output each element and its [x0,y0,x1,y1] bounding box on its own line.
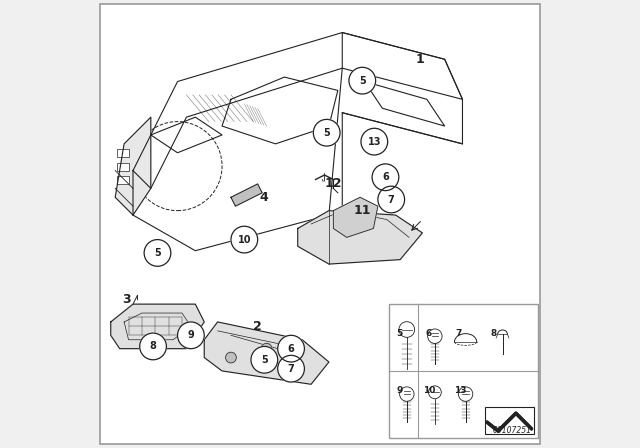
Text: 7: 7 [455,328,461,337]
Text: 13: 13 [367,137,381,146]
Circle shape [399,387,414,401]
Text: 6: 6 [288,344,294,353]
FancyBboxPatch shape [117,149,129,157]
Text: 7: 7 [388,194,395,205]
Text: 9: 9 [397,387,403,396]
Text: 12: 12 [324,177,342,190]
Text: 5: 5 [359,76,365,86]
Circle shape [144,240,171,266]
Circle shape [314,119,340,146]
FancyBboxPatch shape [100,4,540,444]
FancyBboxPatch shape [389,304,538,438]
Circle shape [278,355,305,382]
Text: 13: 13 [454,387,466,396]
Circle shape [251,346,278,373]
Text: 5: 5 [261,355,268,365]
Circle shape [378,186,404,213]
Circle shape [361,128,388,155]
Circle shape [288,352,299,363]
Text: 4: 4 [260,191,269,204]
Circle shape [349,67,376,94]
Text: 6: 6 [426,328,432,337]
Circle shape [458,387,473,401]
Circle shape [428,386,441,399]
Circle shape [278,335,305,362]
Polygon shape [298,211,422,264]
Circle shape [177,322,204,349]
Text: 2: 2 [253,320,262,333]
Text: 6: 6 [382,172,389,182]
Text: 7: 7 [288,364,294,374]
Text: 1: 1 [416,53,424,66]
Text: 5: 5 [323,128,330,138]
Circle shape [261,343,272,354]
Circle shape [428,329,442,344]
Text: 5: 5 [154,248,161,258]
Text: 5: 5 [397,328,403,337]
Polygon shape [115,117,151,215]
Text: 10: 10 [423,387,436,396]
Text: 3: 3 [122,293,131,306]
FancyBboxPatch shape [117,163,129,171]
Polygon shape [333,197,378,237]
FancyBboxPatch shape [117,176,129,184]
Circle shape [226,352,236,363]
Text: 8: 8 [150,341,156,351]
Text: 00107251: 00107251 [493,426,531,435]
Polygon shape [231,184,262,206]
Circle shape [372,164,399,190]
Circle shape [399,322,415,337]
Text: 11: 11 [353,204,371,217]
Polygon shape [111,304,204,349]
Polygon shape [204,322,329,384]
Circle shape [231,226,258,253]
Text: 10: 10 [237,235,251,245]
Circle shape [140,333,166,360]
Text: 9: 9 [188,330,195,340]
Text: 8: 8 [490,328,497,337]
FancyBboxPatch shape [484,407,534,434]
